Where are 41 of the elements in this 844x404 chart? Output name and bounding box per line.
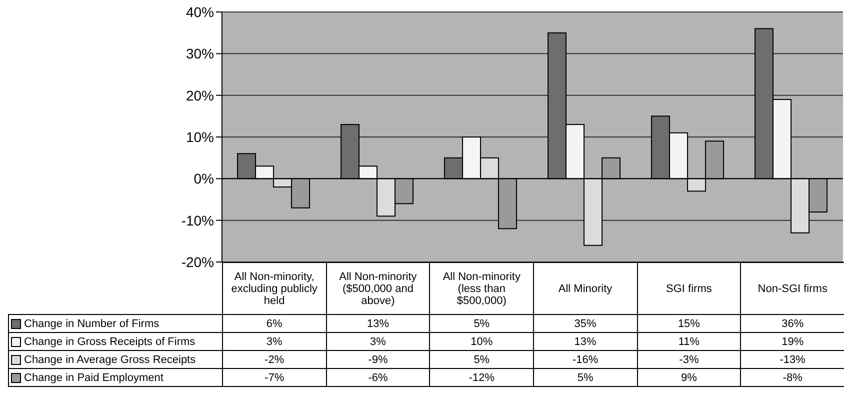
- data-label: 11%: [637, 332, 741, 350]
- y-tick-label: 20%: [186, 87, 214, 104]
- x-tick-label: SGI firms: [637, 262, 741, 314]
- data-label: 35%: [533, 314, 638, 332]
- data-label: -7%: [222, 368, 326, 386]
- y-tick-label: 30%: [186, 46, 214, 62]
- data-label: -2%: [222, 350, 326, 368]
- x-tick-label: All Non-minority (less than $500,000): [430, 262, 534, 314]
- x-tick-label: All Non-minority, excluding publicly held: [222, 262, 326, 314]
- data-label: 5%: [533, 368, 638, 386]
- data-label: -16%: [533, 350, 638, 368]
- data-label: 13%: [326, 314, 430, 332]
- data-label: 13%: [533, 332, 638, 350]
- data-label: 9%: [637, 368, 741, 386]
- data-label: -13%: [740, 350, 844, 368]
- legend-label: Change in Number of Firms: [8, 314, 222, 332]
- y-tick-label: -10%: [181, 212, 214, 228]
- data-label: 5%: [430, 350, 534, 368]
- legend-label: Change in Paid Employment: [8, 368, 222, 386]
- x-tick-label: Non-SGI firms: [740, 262, 844, 314]
- x-tick-label: All Non-minority ($500,000 and above): [326, 262, 430, 314]
- data-label: 19%: [740, 332, 844, 350]
- data-label: 3%: [222, 332, 326, 350]
- y-tick-label: 40%: [186, 4, 214, 20]
- data-label: -6%: [326, 368, 430, 386]
- data-label: -8%: [740, 368, 844, 386]
- data-label: 15%: [637, 314, 741, 332]
- legend-label: Change in Average Gross Receipts: [8, 350, 222, 368]
- x-tick-label: All Minority: [533, 262, 638, 314]
- data-label: -12%: [430, 368, 534, 386]
- y-tick-label: -20%: [181, 254, 214, 270]
- data-label: 5%: [430, 314, 534, 332]
- data-label: 6%: [222, 314, 326, 332]
- data-label: 10%: [430, 332, 534, 350]
- data-label: -3%: [637, 350, 741, 368]
- data-label: 3%: [326, 332, 430, 350]
- data-label: -9%: [326, 350, 430, 368]
- y-tick-label: 0%: [194, 170, 214, 187]
- data-label: 36%: [740, 314, 844, 332]
- y-tick-label: 10%: [186, 128, 214, 145]
- legend-label: Change in Gross Receipts of Firms: [8, 332, 222, 350]
